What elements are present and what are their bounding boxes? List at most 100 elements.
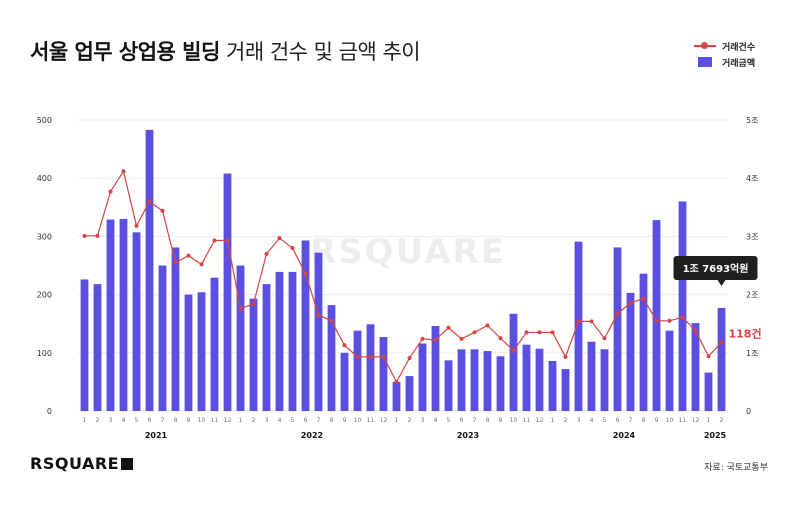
- year-label: 2024: [613, 431, 636, 440]
- line-point: [615, 311, 620, 316]
- x-tick-label: 9: [499, 417, 503, 424]
- x-tick-label: 4: [122, 417, 126, 424]
- bar: [470, 349, 479, 411]
- y-left-tick-label: 300: [37, 232, 52, 241]
- line-point: [602, 336, 607, 341]
- bar: [80, 279, 89, 411]
- line-point: [680, 315, 685, 320]
- x-tick-label: 9: [343, 417, 347, 424]
- line-point: [589, 319, 594, 324]
- line-point: [537, 330, 542, 335]
- x-tick-label: 10: [666, 417, 674, 424]
- bar: [522, 344, 531, 411]
- x-tick-label: 4: [278, 417, 282, 424]
- legend-item-amount: 거래금액: [694, 54, 755, 70]
- x-tick-label: 5: [291, 417, 295, 424]
- x-tick-label: 9: [187, 417, 191, 424]
- bar: [366, 324, 375, 411]
- watermark: RSQUARE: [310, 232, 506, 272]
- x-tick-label: 7: [317, 417, 321, 424]
- x-tick-label: 12: [692, 417, 700, 424]
- legend-item-count: 거래건수: [694, 38, 755, 54]
- line-point: [498, 336, 503, 341]
- line-point: [342, 343, 347, 348]
- bar: [184, 294, 193, 411]
- line-point: [329, 318, 334, 323]
- x-tick-label: 1: [239, 417, 243, 424]
- x-tick-label: 7: [161, 417, 165, 424]
- bar: [483, 351, 492, 411]
- x-tick-label: 2: [252, 417, 256, 424]
- x-tick-label: 8: [330, 417, 334, 424]
- line-point: [238, 306, 243, 311]
- y-right-tick-label: 3조: [746, 232, 758, 241]
- line-point: [485, 323, 490, 328]
- line-point: [511, 348, 516, 353]
- bar: [262, 284, 271, 411]
- bar: [600, 349, 609, 411]
- x-tick-label: 8: [486, 417, 490, 424]
- x-tick-label: 5: [603, 417, 607, 424]
- x-tick-label: 2: [96, 417, 100, 424]
- bar: [665, 330, 674, 411]
- legend-label-amount: 거래금액: [722, 58, 756, 69]
- line-marker-icon: [694, 41, 716, 51]
- line-point: [264, 251, 269, 256]
- bar: [158, 265, 167, 411]
- y-left-tick-label: 100: [37, 349, 52, 358]
- bar: [535, 348, 544, 411]
- x-tick-label: 11: [523, 417, 531, 424]
- line-point: [524, 330, 529, 335]
- line-point: [316, 312, 321, 317]
- x-tick-label: 11: [679, 417, 687, 424]
- x-tick-label: 9: [655, 417, 659, 424]
- line-point: [550, 330, 555, 335]
- y-right-tick-label: 1조: [746, 349, 758, 358]
- x-tick-label: 1: [707, 417, 711, 424]
- x-tick-label: 7: [629, 417, 633, 424]
- logo-text: RSQUARE: [30, 454, 120, 473]
- x-tick-label: 5: [135, 417, 139, 424]
- line-point: [667, 318, 672, 323]
- legend: 거래건수 거래금액: [694, 38, 755, 70]
- line-point: [706, 354, 711, 359]
- bar: [691, 323, 700, 411]
- bar: [327, 305, 336, 411]
- bar: [418, 343, 427, 411]
- year-label: 2023: [457, 431, 479, 440]
- chart-title-bold: 서울 업무 상업용 빌딩: [30, 40, 220, 64]
- bar: [457, 349, 466, 411]
- x-tick-label: 10: [354, 417, 362, 424]
- bar: [678, 201, 687, 411]
- x-tick-label: 6: [304, 417, 308, 424]
- line-point: [186, 253, 191, 258]
- x-tick-label: 10: [198, 417, 206, 424]
- line-point: [290, 246, 295, 251]
- logo-mark-icon: [121, 458, 134, 470]
- x-tick-label: 3: [421, 417, 425, 424]
- bar: [587, 341, 596, 411]
- x-tick-label: 6: [460, 417, 464, 424]
- x-tick-label: 11: [211, 417, 219, 424]
- line-point: [82, 233, 87, 238]
- x-tick-label: 3: [265, 417, 269, 424]
- line-point: [134, 223, 139, 228]
- legend-label-count: 거래건수: [722, 42, 756, 53]
- y-right-tick-label: 0: [746, 407, 751, 416]
- bar: [249, 298, 258, 411]
- bar: [431, 326, 440, 411]
- bar: [119, 218, 128, 411]
- bar: [275, 271, 284, 411]
- x-tick-label: 2: [720, 417, 724, 424]
- year-label: 2022: [301, 431, 323, 440]
- line-point: [95, 233, 100, 238]
- line-point: [459, 336, 464, 341]
- y-right-tick-label: 5조: [746, 116, 758, 125]
- line-point: [160, 208, 165, 213]
- x-tick-label: 12: [380, 417, 388, 424]
- line-point: [563, 354, 568, 359]
- line-point: [628, 300, 633, 305]
- bar: [145, 129, 154, 412]
- bar: [561, 369, 570, 411]
